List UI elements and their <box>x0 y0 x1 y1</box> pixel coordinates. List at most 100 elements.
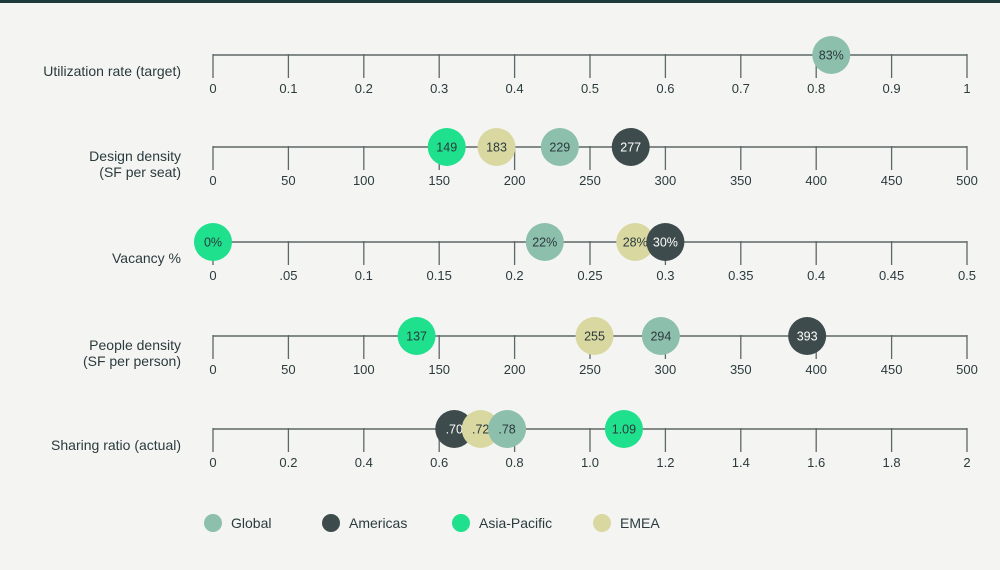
tick-label: 1 <box>963 81 970 96</box>
legend-label: Americas <box>349 515 407 531</box>
row-label: Design density <box>89 148 181 164</box>
tick-label: 0 <box>209 173 216 188</box>
tick-label: 0.9 <box>883 81 901 96</box>
data-label: 1.09 <box>612 423 636 437</box>
legend-label: Global <box>231 515 271 531</box>
tick-label: 100 <box>353 362 375 377</box>
row-label: Sharing ratio (actual) <box>51 437 181 453</box>
tick-label: 0.4 <box>807 268 825 283</box>
data-point-emea <box>575 317 614 355</box>
data-label: 294 <box>650 330 671 344</box>
tick-label: 0.4 <box>506 81 524 96</box>
data-point-americas <box>788 317 827 355</box>
tick-label: 300 <box>655 173 677 188</box>
tick-label: 500 <box>956 173 978 188</box>
legend-label: EMEA <box>620 515 660 531</box>
tick-label: 0.6 <box>656 81 674 96</box>
tick-label: 0.15 <box>427 268 452 283</box>
row-label: People density <box>89 337 181 353</box>
tick-label: .05 <box>279 268 297 283</box>
data-label: 149 <box>436 141 457 155</box>
legend-swatch-global <box>204 514 222 532</box>
tick-label: 1.8 <box>883 455 901 470</box>
tick-label: 1.6 <box>807 455 825 470</box>
data-point-emea <box>477 128 516 166</box>
tick-label: 400 <box>805 173 827 188</box>
tick-label: 0.4 <box>355 455 373 470</box>
tick-label: 0.3 <box>430 81 448 96</box>
tick-label: 0.2 <box>279 455 297 470</box>
row-label: (SF per person) <box>83 353 181 369</box>
data-label: 255 <box>584 330 605 344</box>
data-point-emea <box>461 410 500 448</box>
tick-label: 0.25 <box>577 268 602 283</box>
top-accent-bar <box>0 0 1000 3</box>
tick-label: 1.2 <box>656 455 674 470</box>
data-label: 83% <box>819 49 844 63</box>
tick-label: 200 <box>504 173 526 188</box>
legend-swatch-americas <box>322 514 340 532</box>
tick-label: 0 <box>209 455 216 470</box>
tick-label: 300 <box>655 362 677 377</box>
data-label: .78 <box>498 423 515 437</box>
tick-label: 0.6 <box>430 455 448 470</box>
tick-label: 0.1 <box>279 81 297 96</box>
tick-label: 400 <box>805 362 827 377</box>
tick-label: 450 <box>881 173 903 188</box>
tick-label: 0.2 <box>355 81 373 96</box>
tick-label: 0.5 <box>958 268 976 283</box>
data-point-global <box>525 223 564 261</box>
tick-label: 0.2 <box>506 268 524 283</box>
data-point-global <box>540 128 579 166</box>
data-point-americas <box>435 410 474 448</box>
legend-swatch-asia-pacific <box>452 514 470 532</box>
tick-label: 150 <box>428 173 450 188</box>
data-point-americas <box>611 128 650 166</box>
tick-label: 200 <box>504 362 526 377</box>
data-point-emea <box>616 223 655 261</box>
data-label: .72 <box>472 423 489 437</box>
data-label: 0% <box>204 236 222 250</box>
row-label: (SF per seat) <box>99 164 181 180</box>
data-point-asia-pacific <box>194 223 232 261</box>
tick-label: 450 <box>881 362 903 377</box>
tick-label: 250 <box>579 173 601 188</box>
tick-label: 100 <box>353 173 375 188</box>
data-label: 30% <box>653 236 678 250</box>
data-point-global <box>488 410 527 448</box>
data-label: 22% <box>532 236 557 250</box>
data-point-global <box>812 36 851 74</box>
legend-label: Asia-Pacific <box>479 515 552 531</box>
data-label: 229 <box>549 141 570 155</box>
tick-label: 0.8 <box>807 81 825 96</box>
data-label: 393 <box>797 330 818 344</box>
data-point-asia-pacific <box>604 410 643 448</box>
data-label: 137 <box>406 330 427 344</box>
tick-label: 500 <box>956 362 978 377</box>
tick-label: 0.35 <box>728 268 753 283</box>
tick-label: 0.7 <box>732 81 750 96</box>
data-point-americas <box>646 223 685 261</box>
tick-label: 350 <box>730 362 752 377</box>
data-point-asia-pacific <box>397 317 436 355</box>
data-label: .70 <box>446 423 463 437</box>
tick-label: 0.3 <box>656 268 674 283</box>
row-label: Vacancy % <box>112 250 181 266</box>
tick-label: 1.4 <box>732 455 750 470</box>
tick-label: 0.1 <box>355 268 373 283</box>
tick-label: 0.8 <box>506 455 524 470</box>
tick-label: 0.45 <box>879 268 904 283</box>
tick-label: 0.5 <box>581 81 599 96</box>
tick-label: 50 <box>281 173 295 188</box>
tick-label: 0 <box>209 81 216 96</box>
data-point-global <box>641 317 680 355</box>
tick-label: 350 <box>730 173 752 188</box>
tick-label: 0 <box>209 268 216 283</box>
tick-label: 1.0 <box>581 455 599 470</box>
tick-label: 150 <box>428 362 450 377</box>
data-label: 183 <box>486 141 507 155</box>
data-point-asia-pacific <box>427 128 466 166</box>
data-label: 28% <box>623 236 648 250</box>
tick-label: 0 <box>209 362 216 377</box>
